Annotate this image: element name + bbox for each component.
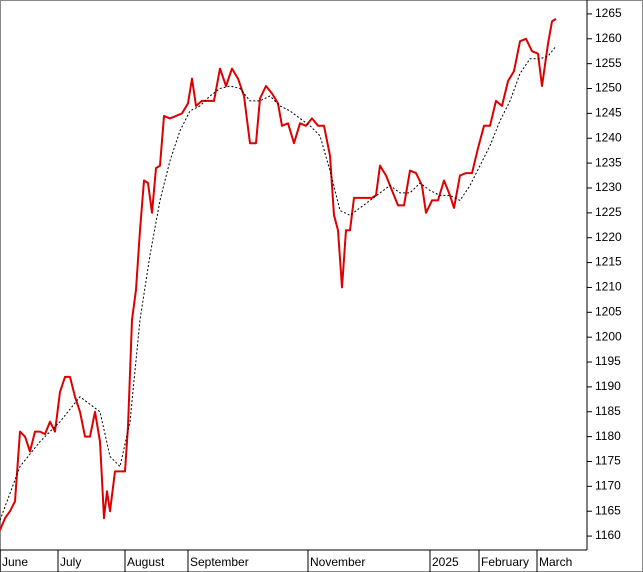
y-tick-label: 1245 — [595, 106, 622, 120]
y-tick-label: 1170 — [595, 479, 621, 493]
x-tick-label: August — [127, 555, 165, 569]
y-tick-label: 1205 — [595, 304, 622, 318]
y-tick-label: 1175 — [595, 454, 621, 468]
y-tick-label: 1195 — [595, 354, 621, 368]
x-tick-label: 2025 — [432, 555, 459, 569]
y-tick-label: 1230 — [595, 180, 622, 194]
y-tick-label: 1225 — [595, 205, 622, 219]
y-tick-label: 1250 — [595, 81, 622, 95]
x-tick-label: November — [310, 555, 365, 569]
x-tick-label: June — [2, 555, 28, 569]
y-tick-label: 1200 — [595, 329, 622, 343]
y-tick-label: 1185 — [595, 404, 621, 418]
x-tick-label: March — [539, 555, 572, 569]
x-tick-label: July — [60, 555, 81, 569]
y-tick-label: 1235 — [595, 155, 622, 169]
y-tick-label: 1160 — [595, 528, 621, 542]
y-tick-label: 1265 — [595, 6, 622, 20]
price-line — [0, 18, 557, 531]
x-tick-label: February — [481, 555, 529, 569]
y-tick-label: 1240 — [595, 130, 622, 144]
y-tick-label: 1165 — [595, 503, 621, 517]
y-tick-label: 1255 — [595, 56, 622, 70]
y-tick-label: 1260 — [595, 31, 622, 45]
y-tick-label: 1190 — [595, 379, 621, 393]
y-tick-label: 1215 — [595, 255, 622, 269]
y-tick-label: 1220 — [595, 230, 622, 244]
y-tick-label: 1210 — [595, 280, 622, 294]
x-tick-label: September — [190, 555, 249, 569]
y-tick-label: 1180 — [595, 429, 621, 443]
average-line — [0, 45, 557, 521]
